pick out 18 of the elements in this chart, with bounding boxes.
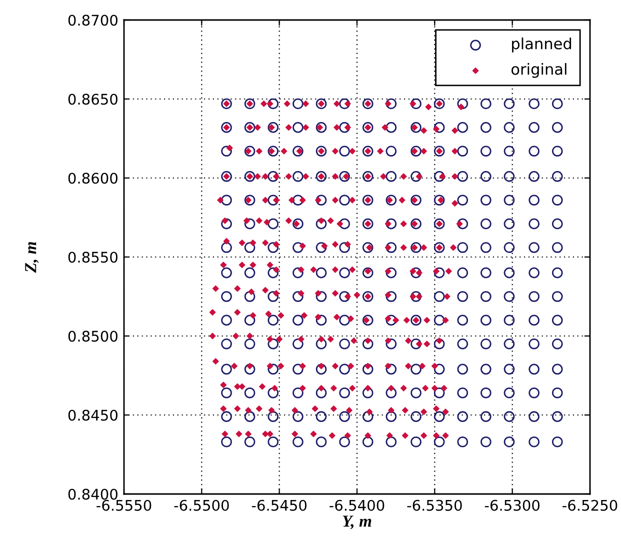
x-tick-label: -6.5250 xyxy=(562,500,618,511)
y-tick-label: 0.8700 xyxy=(68,14,118,26)
legend-label: original xyxy=(512,63,566,78)
y-tick-label: 0.8500 xyxy=(68,330,118,342)
x-tick-label: -6.5450 xyxy=(252,500,307,511)
y-tick-label: 0.8650 xyxy=(68,94,118,105)
y-axis-title: Z, m xyxy=(25,242,39,273)
y-tick-label: 0.8600 xyxy=(68,172,118,184)
x-axis-title: Y, m xyxy=(342,516,372,530)
x-tick-label: -6.5550 xyxy=(96,500,152,511)
y-tick-label: 0.8550 xyxy=(68,252,118,263)
y-tick-label: 0.8450 xyxy=(68,410,118,421)
legend-label: planned xyxy=(512,38,572,52)
y-tick-label: 0.8400 xyxy=(68,488,118,500)
x-tick-label: -6.5400 xyxy=(330,500,384,511)
x-tick-label: -6.5500 xyxy=(174,500,229,511)
x-tick-label: -6.5350 xyxy=(407,500,462,511)
x-tick-label: -6.5300 xyxy=(484,500,540,511)
